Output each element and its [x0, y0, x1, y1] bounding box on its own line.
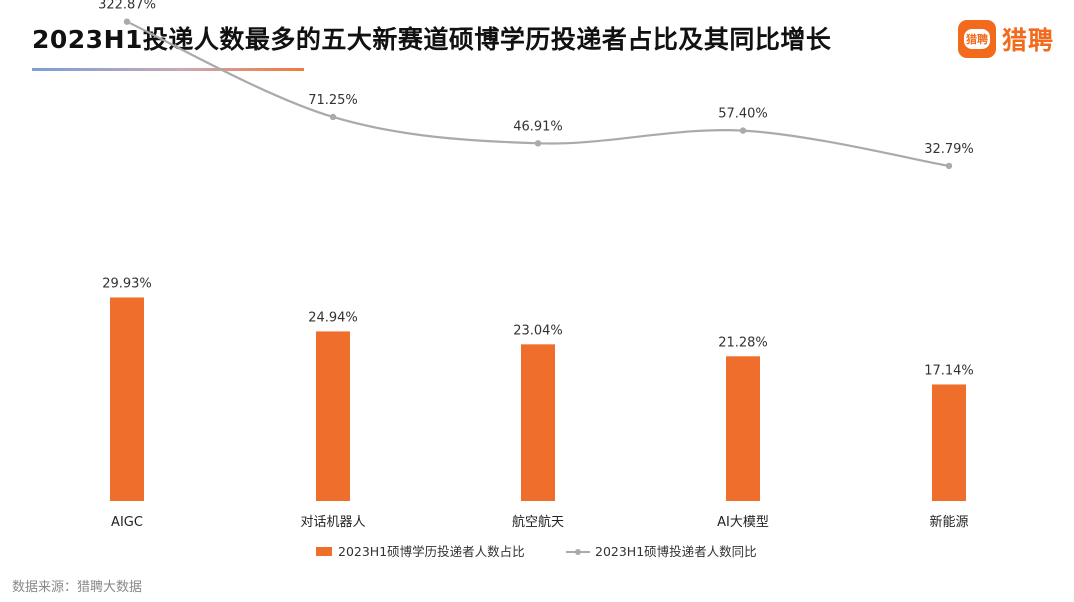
bar — [726, 356, 760, 501]
bar-label: 24.94% — [308, 310, 358, 325]
bar-label: 21.28% — [718, 335, 768, 350]
logo-bubble: 猎聘 — [963, 29, 990, 49]
line-label: 57.40% — [718, 107, 768, 122]
bar-data-labels: 29.93% 24.94% 23.04% 21.28% 17.14% — [102, 276, 974, 378]
line-points — [123, 18, 953, 170]
data-source: 数据来源：猎聘大数据 — [12, 580, 143, 595]
x-tick-label: AIGC — [111, 515, 143, 530]
bar-series — [110, 297, 966, 501]
line-point — [534, 140, 542, 147]
bar — [932, 384, 966, 501]
bar-label: 17.14% — [924, 363, 974, 378]
bar-label: 29.93% — [102, 276, 152, 291]
legend-bar-swatch — [316, 547, 332, 556]
combo-chart: 29.93% 24.94% 23.04% 21.28% 17.14% 322.87% 71… — [98, 0, 974, 559]
title-underline — [32, 68, 304, 71]
legend-line-label: 2023H1硕博投递者人数同比 — [595, 544, 757, 559]
legend-bar-label: 2023H1硕博学历投递者人数占比 — [338, 544, 525, 559]
bar — [521, 344, 555, 501]
line-point — [123, 18, 131, 25]
bar — [316, 331, 350, 501]
bar-label: 23.04% — [513, 323, 563, 338]
x-tick-label: 航空航天 — [512, 514, 564, 530]
chart-title: 2023H1投递人数最多的五大新赛道硕博学历投递者占比及其同比增长 — [32, 25, 832, 54]
bar — [110, 297, 144, 501]
x-axis-ticks: AIGC 对话机器人 航空航天 AI大模型 新能源 — [111, 514, 968, 530]
line-point — [945, 162, 953, 170]
line-point — [739, 127, 747, 134]
liepin-logo: 猎聘 猎聘 — [957, 20, 1054, 58]
line-point — [329, 113, 337, 121]
line-data-labels: 322.87% 71.25% 46.91% 57.40% 32.79% — [98, 0, 974, 157]
line-label: 71.25% — [308, 93, 358, 108]
logo-badge-icon: 猎聘 — [957, 20, 996, 58]
line-label: 32.79% — [924, 142, 974, 157]
logo-text: 猎聘 — [1001, 26, 1054, 55]
x-tick-label: 对话机器人 — [300, 515, 365, 530]
line-label: 322.87% — [98, 0, 156, 13]
x-tick-label: AI大模型 — [717, 515, 769, 530]
x-tick-label: 新能源 — [929, 514, 968, 530]
legend-line-marker — [575, 549, 581, 555]
legend: 2023H1硕博学历投递者人数占比 2023H1硕博投递者人数同比 — [316, 544, 757, 559]
line-label: 46.91% — [513, 119, 563, 134]
